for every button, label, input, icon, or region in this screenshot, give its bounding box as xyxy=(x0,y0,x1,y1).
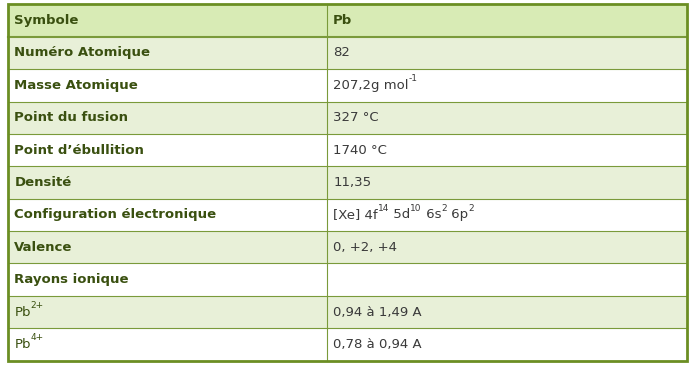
Text: Masse Atomique: Masse Atomique xyxy=(15,79,138,92)
Text: 1740 °C: 1740 °C xyxy=(333,143,387,157)
Text: Point du fusion: Point du fusion xyxy=(15,111,129,124)
Text: Pb: Pb xyxy=(15,306,31,319)
Text: Pb: Pb xyxy=(333,14,352,27)
Text: 10: 10 xyxy=(411,204,422,213)
Bar xyxy=(8,296,687,328)
Text: 0, +2, +4: 0, +2, +4 xyxy=(333,241,397,254)
Bar xyxy=(8,264,687,296)
Text: 0,94 à 1,49 A: 0,94 à 1,49 A xyxy=(333,306,422,319)
Text: 2: 2 xyxy=(468,204,474,213)
Text: 11,35: 11,35 xyxy=(333,176,371,189)
Text: 327 °C: 327 °C xyxy=(333,111,379,124)
Text: Numéro Atomique: Numéro Atomique xyxy=(15,46,150,59)
Text: 6p: 6p xyxy=(447,208,468,222)
Text: 0,78 à 0,94 A: 0,78 à 0,94 A xyxy=(333,338,422,351)
Text: Configuration électronique: Configuration électronique xyxy=(15,208,216,222)
Text: 2: 2 xyxy=(441,204,447,213)
Text: -1: -1 xyxy=(409,74,418,83)
Text: 207,2g mol: 207,2g mol xyxy=(333,79,409,92)
Bar xyxy=(8,166,687,199)
Bar xyxy=(8,37,687,69)
Bar xyxy=(8,199,687,231)
Text: Point d’ébullition: Point d’ébullition xyxy=(15,143,145,157)
Bar xyxy=(8,328,687,361)
Text: 14: 14 xyxy=(378,204,389,213)
Text: Rayons ionique: Rayons ionique xyxy=(15,273,129,286)
Text: 2+: 2+ xyxy=(31,301,44,310)
Text: Valence: Valence xyxy=(15,241,73,254)
Text: [Xe] 4f: [Xe] 4f xyxy=(333,208,378,222)
Text: 5d: 5d xyxy=(389,208,411,222)
Text: Symbole: Symbole xyxy=(15,14,79,27)
Text: Pb: Pb xyxy=(15,338,31,351)
Bar xyxy=(8,134,687,166)
Text: Densité: Densité xyxy=(15,176,72,189)
Bar xyxy=(8,231,687,264)
Bar xyxy=(8,4,687,37)
Text: 4+: 4+ xyxy=(31,334,44,342)
Bar xyxy=(8,101,687,134)
Bar xyxy=(8,69,687,101)
Text: 6s: 6s xyxy=(422,208,441,222)
Text: 82: 82 xyxy=(333,46,350,59)
